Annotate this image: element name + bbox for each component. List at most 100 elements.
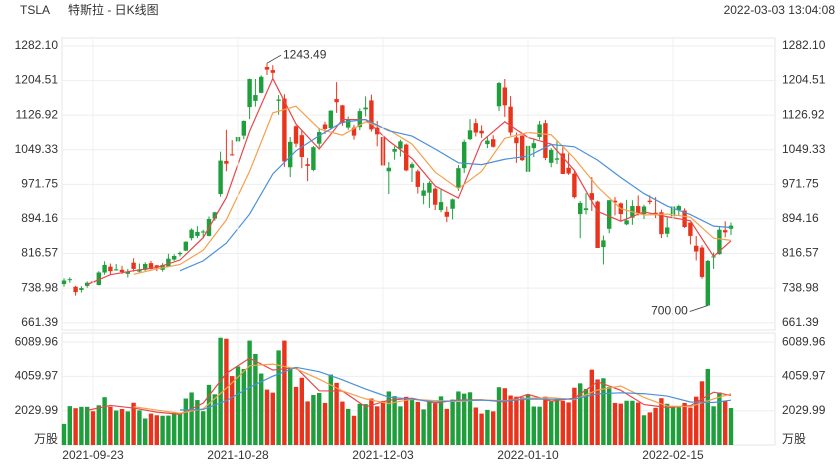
candle-body — [282, 98, 287, 162]
volume-bar — [114, 410, 119, 445]
volume-bar — [90, 411, 96, 445]
y-tick-label-right: 816.57 — [782, 246, 819, 260]
volume-bar — [647, 412, 652, 445]
volume-bar — [485, 409, 490, 445]
volume-unit: 万股 — [34, 432, 58, 446]
candle-body — [166, 258, 171, 267]
y-tick-label-right: 1282.10 — [782, 38, 826, 52]
candle-body — [583, 208, 589, 211]
annotation: 700.00 — [651, 304, 688, 318]
candle-body — [485, 140, 490, 145]
ma-line — [179, 366, 732, 411]
volume-bar — [61, 423, 67, 445]
candle-body — [578, 202, 583, 215]
volume-bar — [711, 406, 716, 445]
volume-bar — [578, 383, 583, 445]
y-tick-label-right: 1204.51 — [782, 73, 826, 87]
volume-bar — [189, 392, 194, 445]
ma-line — [86, 77, 732, 286]
volume-bar — [450, 399, 455, 445]
ma-line — [87, 357, 732, 416]
candle-body — [143, 264, 148, 270]
volume-bar — [607, 387, 612, 445]
volume-bar — [375, 406, 380, 445]
y-tick-label: 2029.99 — [15, 403, 59, 417]
volume-bar — [293, 386, 299, 445]
y-tick-label-right: 1049.33 — [782, 142, 826, 156]
volume-bar — [218, 337, 223, 445]
candle-body — [636, 206, 641, 214]
candle-body — [398, 141, 403, 149]
candle-body — [647, 200, 652, 203]
volume-bar — [665, 403, 670, 445]
candle-body — [305, 164, 310, 166]
y-tick-label-right: 1126.92 — [782, 107, 825, 121]
volume-bar — [206, 384, 212, 445]
volume-bar — [479, 413, 484, 445]
candle-body — [612, 200, 618, 203]
y-tick-label: 1204.51 — [15, 73, 59, 87]
volume-bar — [241, 368, 246, 445]
y-tick-label-right: 894.16 — [782, 211, 819, 225]
candle-body — [543, 123, 548, 158]
candle-body — [363, 107, 368, 110]
y-tick-label-right: 2029.99 — [782, 403, 826, 417]
candle-body — [502, 87, 507, 106]
y-tick-label: 1049.33 — [15, 142, 59, 156]
candle-body — [119, 269, 125, 273]
candle-body — [189, 229, 194, 239]
volume-bar — [502, 388, 507, 445]
volume-bar — [514, 396, 519, 445]
candle-body — [369, 100, 374, 130]
volume-bar — [630, 400, 635, 445]
candle-body — [276, 99, 281, 101]
candle-body — [601, 240, 606, 248]
candle-body — [659, 212, 664, 235]
y-tick-label: 661.39 — [21, 315, 58, 329]
volume-bar — [404, 396, 409, 445]
volume-bar — [270, 392, 275, 445]
candle-body — [537, 124, 542, 137]
volume-bar — [427, 400, 432, 445]
candle-body — [322, 124, 328, 129]
y-tick-label: 894.16 — [21, 211, 58, 225]
candle-body — [125, 271, 130, 274]
volume-bar — [102, 397, 107, 445]
candle-body — [450, 199, 455, 209]
volume-bar — [79, 406, 84, 445]
candle-body — [462, 141, 467, 169]
volume-bar — [525, 394, 531, 445]
volume-bar — [723, 401, 728, 445]
volume-bar — [253, 353, 258, 445]
volume-bar — [288, 367, 293, 445]
volume-bar — [636, 402, 641, 445]
y-tick-label: 738.98 — [21, 280, 58, 294]
candle-body — [247, 79, 252, 108]
volume-bar — [125, 411, 130, 445]
candle-body — [340, 105, 345, 124]
y-tick-label: 1282.10 — [15, 38, 59, 52]
annotation: 1243.49 — [283, 47, 327, 61]
volume-bar — [264, 389, 270, 445]
candle-body — [270, 70, 275, 73]
candle-body — [102, 264, 107, 273]
x-tick-label: 2021-12-03 — [352, 448, 414, 462]
volume-bar — [369, 398, 374, 445]
candle-body — [467, 130, 473, 140]
annotation-leader — [266, 54, 282, 64]
volume-bar — [728, 408, 734, 445]
candle-body — [404, 144, 409, 171]
volume-bar — [682, 402, 687, 445]
volume-bar — [380, 400, 386, 445]
volume-bar — [421, 409, 426, 445]
volume-bar — [183, 398, 188, 445]
volume-bar — [137, 410, 142, 445]
x-tick-label: 2021-09-23 — [62, 448, 124, 462]
candle-body — [172, 255, 177, 260]
candle-body — [201, 231, 206, 233]
volume-bar — [386, 391, 391, 445]
volume-bar — [305, 401, 310, 445]
candle-body — [264, 66, 270, 70]
volume-bar — [670, 406, 676, 445]
candle-body — [566, 167, 571, 174]
